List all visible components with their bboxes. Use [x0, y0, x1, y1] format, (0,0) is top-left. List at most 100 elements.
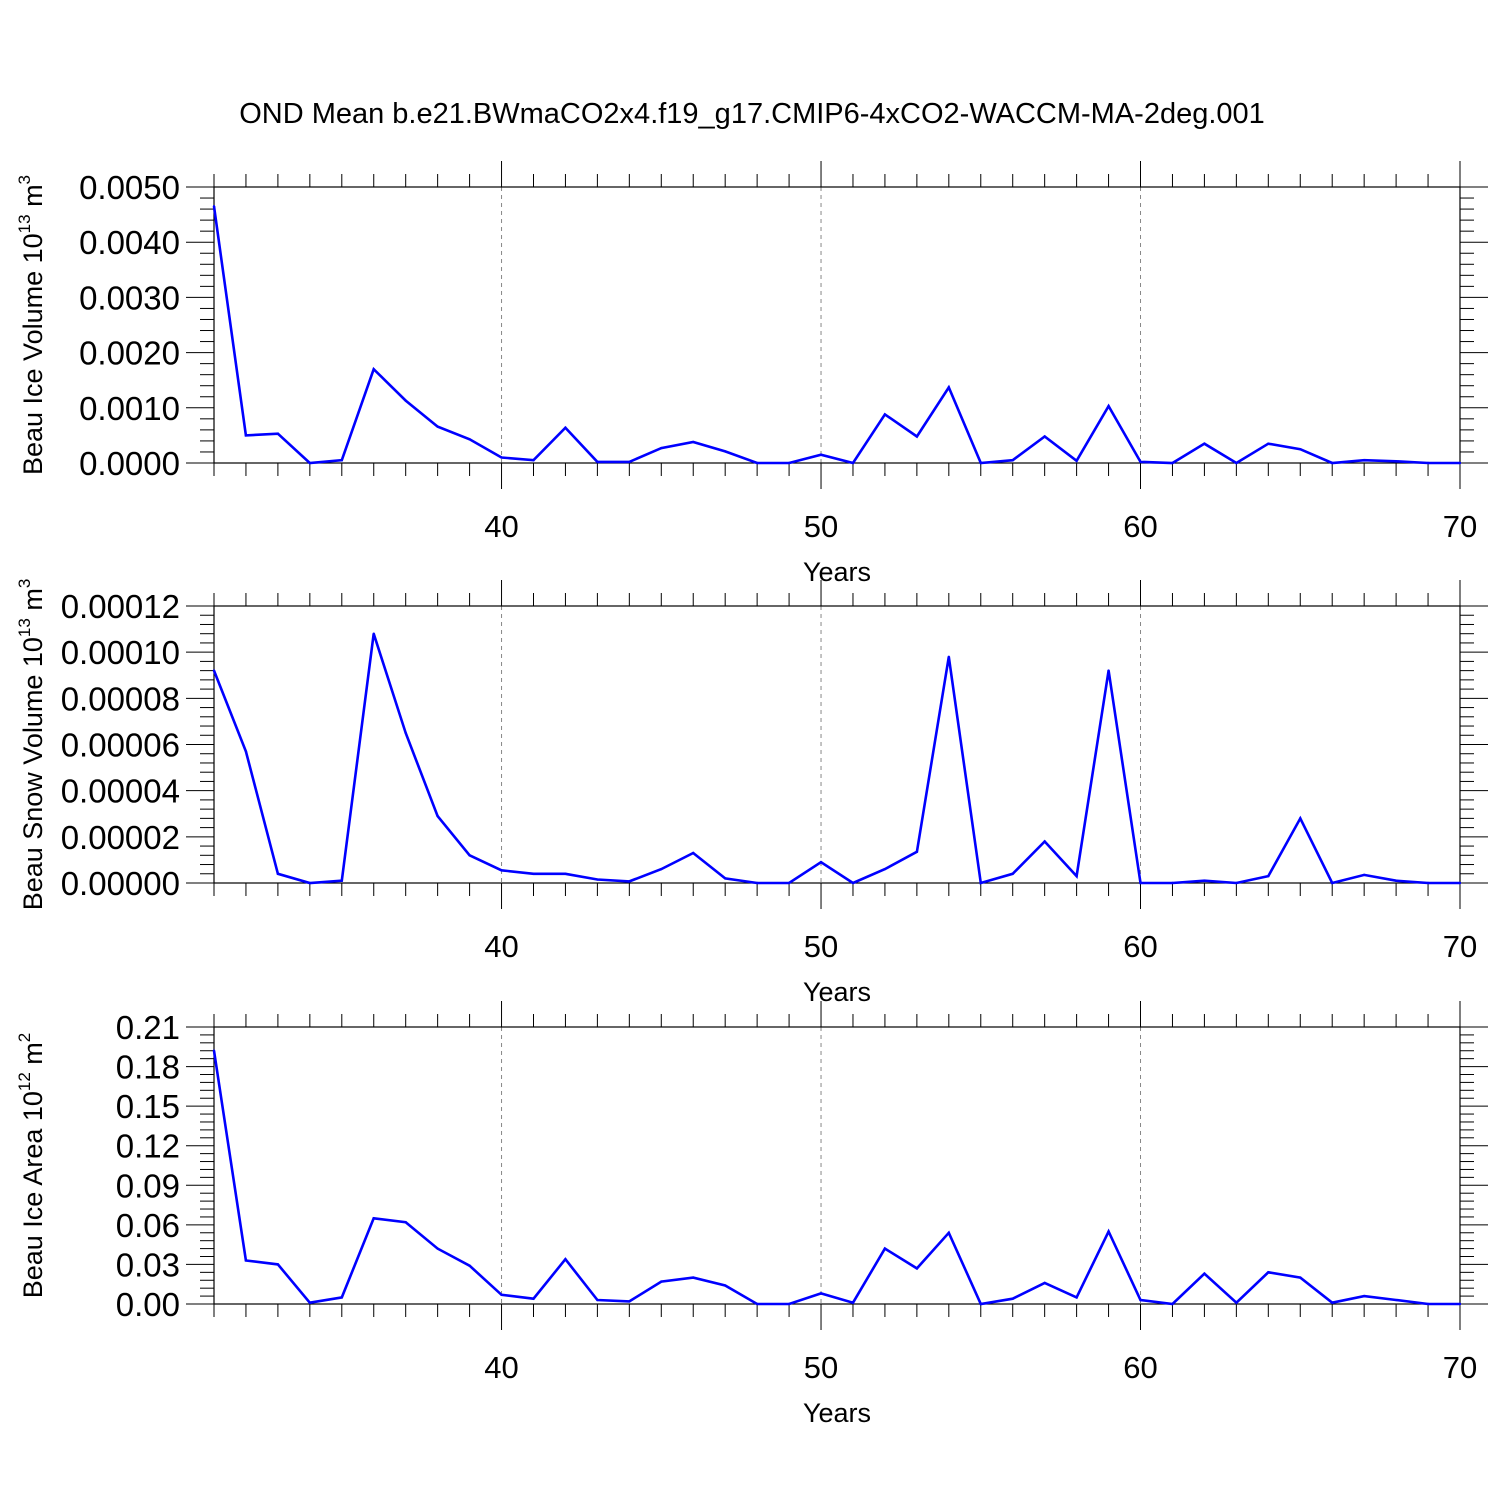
data-point — [1426, 1302, 1430, 1306]
data-point — [915, 850, 919, 854]
data-point — [340, 879, 343, 882]
data-point — [1235, 461, 1238, 465]
data-point — [660, 446, 663, 450]
data-point — [1235, 1301, 1238, 1304]
data-point — [1107, 1230, 1110, 1233]
y-axis-label-text: m — [18, 1042, 48, 1072]
chart-panel-3: 0.000.030.060.090.120.150.180.21 40 50 60 70… — [15, 1001, 1488, 1428]
x-tick-label: 50 — [804, 509, 838, 544]
y-axis-label-text: m — [18, 184, 48, 214]
data-point — [436, 425, 439, 428]
data-point — [628, 460, 631, 464]
y-tick-label: 0.00002 — [61, 819, 180, 856]
y-tick-label: 0.00000 — [61, 865, 180, 902]
y-axis-label-superscript: 3 — [15, 175, 34, 184]
y-tick-label: 0.00008 — [61, 680, 180, 717]
x-axis-label: Years — [803, 557, 871, 587]
data-point — [1458, 1302, 1462, 1306]
series-line — [212, 1050, 1460, 1306]
data-point — [212, 1049, 216, 1052]
chart-panel-2: 0.00000 0.00002 0.00004 0.00006 0.00008 0.000… — [15, 579, 1488, 1007]
y-tick-label: 0.0010 — [79, 390, 180, 427]
data-point — [660, 1280, 663, 1283]
y-tick-label: 0.12 — [116, 1128, 180, 1165]
y-tick-label: 0.00004 — [61, 773, 180, 810]
data-point — [723, 1284, 727, 1287]
data-point — [628, 880, 631, 883]
data-point — [1362, 459, 1366, 462]
data-point — [755, 881, 759, 885]
y-tick-label: 0.00012 — [61, 588, 180, 625]
data-point — [1331, 461, 1334, 465]
data-point — [308, 1301, 312, 1304]
data-point — [212, 205, 216, 208]
x-tick-label: 50 — [804, 1350, 838, 1385]
data-point — [404, 399, 407, 402]
data-point — [372, 367, 375, 371]
data-point — [883, 413, 887, 416]
y-axis-label-superscript: 2 — [15, 1033, 34, 1042]
y-tick-label: 0.06 — [116, 1207, 180, 1244]
data-point — [1107, 669, 1110, 672]
data-point — [1203, 442, 1206, 445]
data-point — [596, 1298, 599, 1302]
y-axis-label-text: Beau Ice Area 10 — [18, 1091, 48, 1298]
y-tick-label: 0.0040 — [79, 224, 180, 261]
data-point — [1394, 879, 1398, 882]
data-point — [1203, 879, 1206, 882]
data-point — [1458, 461, 1462, 465]
data-point — [1362, 873, 1366, 877]
data-point — [1362, 1294, 1366, 1298]
y-tick-label: 0.09 — [116, 1167, 180, 1204]
data-point — [340, 1296, 343, 1299]
data-point — [276, 872, 280, 875]
y-axis-label: Beau Snow Volume 1013 m3 — [15, 579, 48, 911]
data-point — [1458, 881, 1462, 885]
data-point — [851, 1301, 855, 1304]
data-point — [1011, 1297, 1014, 1300]
data-point — [372, 632, 375, 635]
x-axis-label: Years — [803, 977, 871, 1007]
y-axis-label-text: Beau Snow Volume 10 — [18, 637, 48, 910]
y-tick-label: 0.0030 — [79, 279, 180, 316]
x-tick-label: 40 — [484, 929, 518, 964]
y-tick-label: 0.00010 — [61, 634, 180, 671]
data-point — [915, 435, 919, 438]
data-point — [947, 386, 951, 389]
data-point — [883, 867, 887, 871]
data-point — [660, 867, 663, 871]
data-point — [244, 1259, 248, 1262]
data-point — [1267, 1271, 1270, 1274]
y-axis-label-superscript: 12 — [15, 1072, 34, 1091]
data-point — [1394, 460, 1398, 463]
chart-panel-1: 0.0000 0.0010 0.0020 0.0030 0.0040 0.0050 40 50… — [15, 161, 1488, 587]
x-tick-label: 60 — [1123, 929, 1157, 964]
data-point — [436, 814, 439, 818]
data-point — [340, 459, 343, 462]
y-tick-label: 0.0020 — [79, 335, 180, 372]
y-tick-label: 0.0000 — [79, 445, 180, 482]
data-point — [979, 1302, 982, 1306]
data-point — [1075, 459, 1078, 462]
data-point — [1331, 881, 1334, 885]
data-point — [1171, 881, 1174, 885]
data-point — [532, 872, 535, 875]
x-tick-label: 60 — [1123, 509, 1157, 544]
data-point — [1075, 874, 1078, 878]
data-point — [723, 450, 727, 453]
data-point — [596, 878, 599, 881]
data-point — [915, 1267, 919, 1270]
data-point — [308, 461, 312, 465]
x-tick-label: 50 — [804, 929, 838, 964]
data-point — [819, 1292, 823, 1295]
data-point — [532, 459, 535, 462]
data-point — [1426, 461, 1430, 465]
data-point — [1299, 817, 1302, 820]
data-point — [1267, 874, 1270, 878]
plot-frame — [213, 186, 1461, 464]
data-point — [1299, 448, 1302, 451]
plot-frame — [213, 1026, 1461, 1305]
